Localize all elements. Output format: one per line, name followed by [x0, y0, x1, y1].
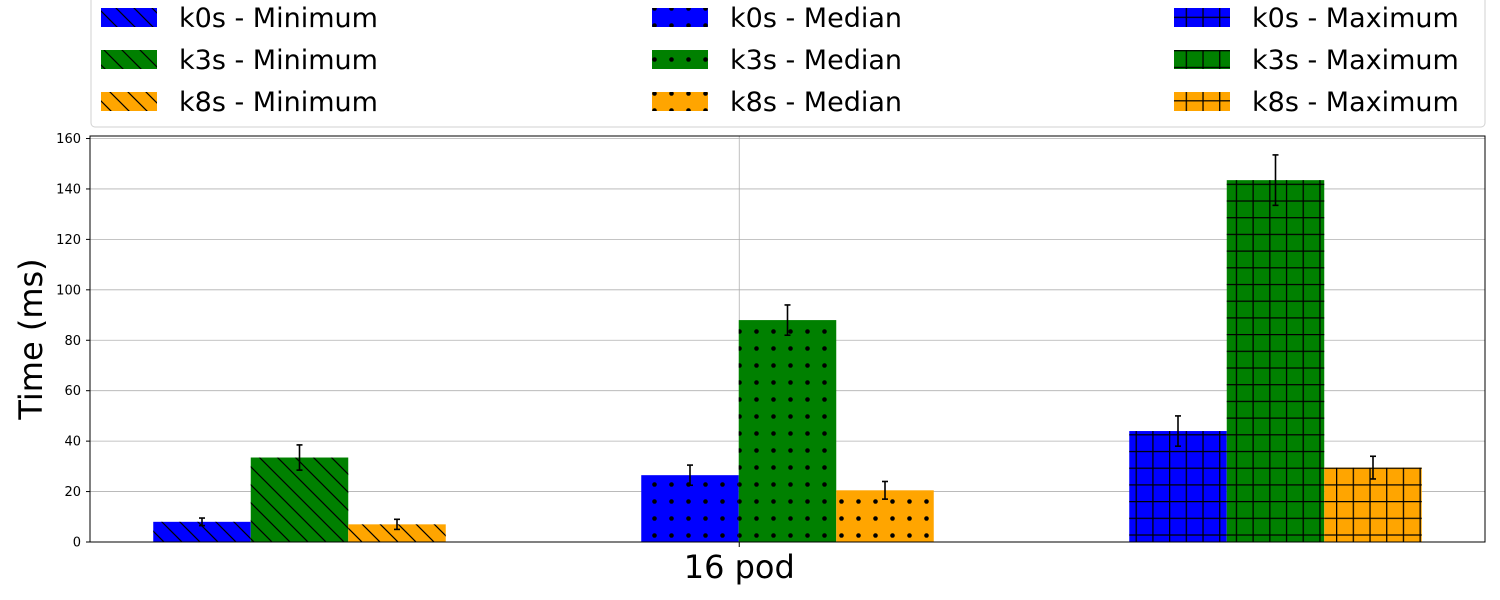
bar-hatch-k0s-maximum: [1129, 431, 1227, 542]
legend-swatch-hatch: [652, 50, 708, 69]
legend-label-k0s-median: k0s - Median: [730, 3, 902, 34]
bars: [153, 180, 1422, 542]
x-tick-label: 16 pod: [684, 548, 795, 586]
legend-label-k0s-maximum: k0s - Maximum: [1252, 3, 1459, 34]
y-tick-label: 100: [56, 283, 81, 298]
legend-swatch-hatch: [1174, 8, 1230, 27]
plot-frame: [89, 135, 1486, 543]
y-tick-label: 160: [56, 132, 81, 147]
y-axis: 0 20 40 60 80 100 120 140 160: [56, 132, 90, 551]
legend-swatch-hatch: [101, 8, 157, 27]
legend-label-k3s-minimum: k3s - Minimum: [179, 45, 378, 76]
y-tick-label: 60: [64, 384, 81, 399]
legend-label-k8s-maximum: k8s - Maximum: [1252, 87, 1459, 118]
legend-label-k3s-median: k3s - Median: [730, 45, 902, 76]
y-tick-label: 0: [73, 536, 81, 551]
bar-hatch-k0s-minimum: [153, 521, 251, 542]
bar-hatch-k3s-minimum: [250, 457, 349, 542]
y-tick-label: 20: [64, 485, 81, 500]
y-tick-label: 40: [64, 435, 81, 450]
legend-frame: [90, 0, 1486, 128]
legend-label-k8s-median: k8s - Median: [730, 87, 902, 118]
legend-swatch-hatch: [652, 92, 708, 111]
error-bars: [199, 154, 1376, 531]
y-tick-label: 140: [56, 182, 81, 197]
x-axis: 16 pod: [684, 542, 795, 586]
legend-swatch-hatch: [101, 50, 157, 69]
legend: k0s - Minimum k3s - Minimum k8s - Minimum k…: [90, 0, 1486, 128]
bar-hatch-k8s-maximum: [1324, 467, 1422, 542]
bar-hatch-k0s-median: [641, 475, 739, 542]
legend-label-k8s-minimum: k8s - Minimum: [179, 87, 378, 118]
bar-hatch-k3s-maximum: [1226, 180, 1325, 542]
bar-hatch-k8s-minimum: [348, 524, 446, 542]
legend-label-k0s-minimum: k0s - Minimum: [179, 3, 378, 34]
y-tick-label: 80: [64, 334, 81, 349]
bar-hatch-k3s-median: [738, 320, 837, 542]
legend-swatch-hatch: [101, 92, 157, 111]
legend-label-k3s-maximum: k3s - Maximum: [1252, 45, 1459, 76]
y-axis-title: Time (ms): [12, 258, 50, 420]
legend-swatch-hatch: [1174, 50, 1230, 69]
legend-swatch-hatch: [652, 8, 708, 27]
legend-swatch-hatch: [1174, 92, 1230, 111]
y-tick-label: 120: [56, 233, 81, 248]
